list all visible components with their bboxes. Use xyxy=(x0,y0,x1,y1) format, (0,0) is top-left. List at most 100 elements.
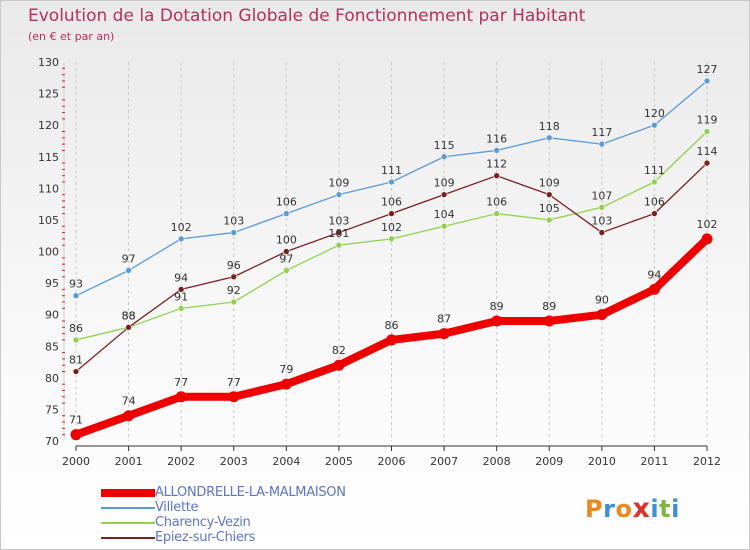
data-point xyxy=(228,391,240,403)
data-label: 94 xyxy=(647,268,661,281)
y-tick-label: 90 xyxy=(45,309,59,322)
data-label: 106 xyxy=(381,196,402,209)
data-label: 102 xyxy=(381,221,402,234)
x-tick-label: 2012 xyxy=(693,455,721,468)
data-point xyxy=(283,248,290,255)
data-label: 100 xyxy=(276,234,297,247)
data-label: 90 xyxy=(595,294,609,307)
data-point xyxy=(177,286,185,293)
data-point xyxy=(72,292,80,300)
data-label: 107 xyxy=(591,189,612,202)
x-tick-label: 2000 xyxy=(62,455,90,468)
y-tick-label: 100 xyxy=(38,246,59,259)
data-label: 91 xyxy=(174,290,188,303)
data-label: 115 xyxy=(434,139,455,152)
x-tick-label: 2003 xyxy=(220,455,248,468)
data-point xyxy=(493,172,500,179)
data-label: 105 xyxy=(539,202,560,215)
data-label: 103 xyxy=(328,215,349,228)
x-tick-label: 2002 xyxy=(167,455,195,468)
logo-letter: P xyxy=(585,495,604,523)
data-label: 104 xyxy=(434,208,455,221)
x-tick-label: 2004 xyxy=(272,455,300,468)
x-tick-label: 2007 xyxy=(430,455,458,468)
data-point xyxy=(651,121,658,129)
data-label: 102 xyxy=(171,221,192,234)
data-point xyxy=(230,229,238,236)
data-point xyxy=(598,229,606,236)
data-label: 89 xyxy=(542,300,556,313)
data-point xyxy=(125,323,132,331)
data-point xyxy=(388,210,395,217)
data-point xyxy=(545,191,553,198)
data-point xyxy=(493,210,500,217)
legend-label: Villette xyxy=(155,500,199,515)
data-point xyxy=(123,410,135,422)
data-label: 88 xyxy=(122,309,136,322)
logo-letter: t xyxy=(659,495,672,523)
data-point xyxy=(388,178,395,186)
data-label: 116 xyxy=(486,132,507,145)
data-label: 117 xyxy=(591,126,612,139)
data-label: 106 xyxy=(644,196,665,209)
data-point xyxy=(230,273,238,281)
data-point xyxy=(440,153,448,161)
data-label: 79 xyxy=(279,363,293,376)
data-point xyxy=(125,267,132,274)
y-tick-label: 80 xyxy=(45,372,59,385)
x-tick-label: 2008 xyxy=(483,455,511,468)
data-label: 118 xyxy=(539,120,560,133)
data-label: 89 xyxy=(490,300,504,313)
data-label: 77 xyxy=(174,376,188,389)
y-tick-label: 75 xyxy=(45,403,59,416)
data-label: 92 xyxy=(227,284,241,297)
data-point xyxy=(491,315,503,327)
axis-layer: 70 75 80 85 90 95 100 105 110 115 120 125 130 2000 200… xyxy=(38,56,721,468)
legend-label: Charency-Vezin xyxy=(155,515,251,530)
data-point xyxy=(651,210,658,217)
data-label: 111 xyxy=(381,164,402,177)
legend-item: Epiez-sur-Chiers xyxy=(101,530,346,545)
legend-item: Villette xyxy=(101,500,346,515)
data-point xyxy=(335,241,343,249)
data-label: 112 xyxy=(486,158,507,171)
data-point xyxy=(280,378,292,390)
legend-item: ALLONDRELLE-LA-MALMAISON xyxy=(101,485,346,500)
data-label: 109 xyxy=(434,177,455,190)
data-point xyxy=(333,359,345,371)
data-point xyxy=(440,222,448,230)
data-label: 93 xyxy=(69,278,83,291)
data-point xyxy=(335,229,343,236)
data-point xyxy=(70,429,82,441)
data-point xyxy=(703,128,711,135)
data-point xyxy=(701,233,713,245)
data-point xyxy=(175,391,187,403)
data-label: 88 xyxy=(122,309,136,322)
y-tick-label: 105 xyxy=(38,214,59,227)
data-label: 77 xyxy=(227,376,241,389)
y-tick-label: 85 xyxy=(45,340,59,353)
data-label: 106 xyxy=(276,196,297,209)
legend-label: ALLONDRELLE-LA-MALMAISON xyxy=(155,485,346,500)
data-point xyxy=(596,309,608,321)
data-label: 97 xyxy=(122,252,136,265)
data-label: 127 xyxy=(697,63,718,76)
data-point xyxy=(598,203,606,211)
legend-label: Epiez-sur-Chiers xyxy=(155,530,256,545)
legend-swatch xyxy=(101,506,155,509)
data-label: 87 xyxy=(437,313,451,326)
data-label: 71 xyxy=(69,414,83,427)
y-tick-label: 70 xyxy=(45,435,59,448)
data-point xyxy=(703,77,711,85)
data-point xyxy=(72,336,80,344)
legend-item: Charency-Vezin xyxy=(101,515,346,530)
data-point xyxy=(598,140,606,148)
data-label: 119 xyxy=(697,113,718,126)
data-point xyxy=(545,216,553,224)
data-point xyxy=(335,191,343,198)
data-point xyxy=(438,328,450,340)
legend-swatch xyxy=(101,536,155,539)
data-label: 106 xyxy=(486,196,507,209)
